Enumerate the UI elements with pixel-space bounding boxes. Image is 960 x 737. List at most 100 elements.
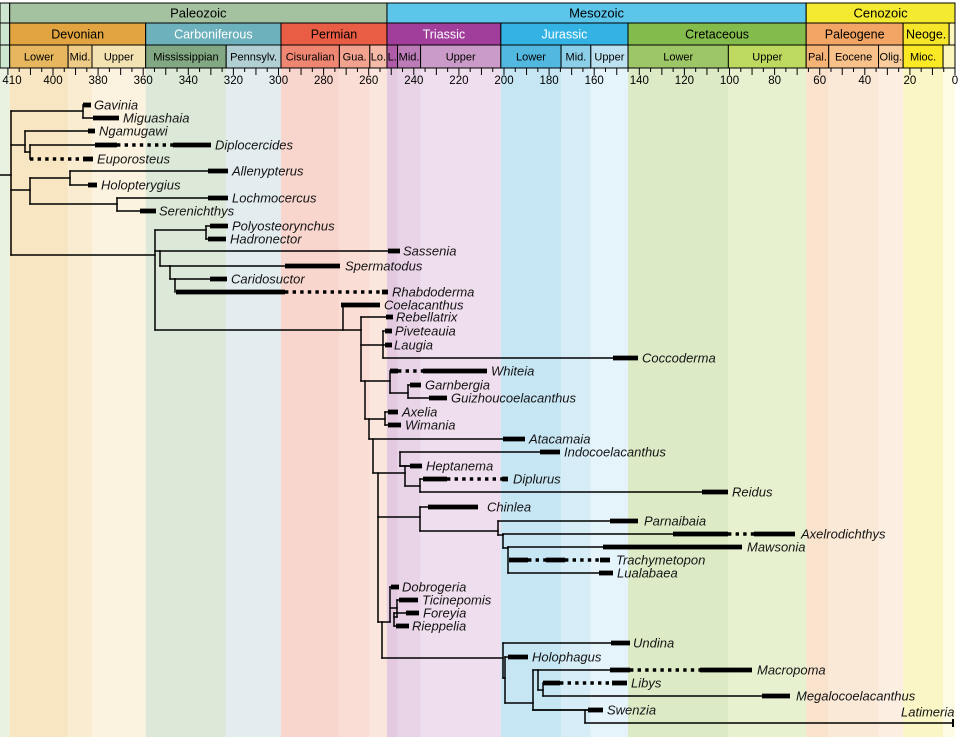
taxon-label-axelia: Axelia — [401, 405, 437, 420]
taxon-label-euporosteus: Euporosteus — [97, 152, 170, 167]
axis-tick-label: 240 — [404, 75, 423, 87]
time-band — [728, 68, 807, 737]
taxon-label-hadronector: Hadronector — [230, 232, 302, 247]
epoch-label: Eocene — [835, 51, 872, 63]
taxon-label-megalocoelacanthus: Megalocoelacanthus — [796, 689, 916, 704]
terminal-branches — [24, 117, 954, 724]
time-band — [397, 68, 421, 737]
taxon-label-reidus: Reidus — [732, 485, 773, 500]
epoch-label: Lo. — [371, 51, 386, 63]
tree-connectors — [0, 104, 589, 724]
axis-tick-label: 380 — [89, 75, 108, 87]
era-label: Cenozoic — [853, 6, 908, 21]
time-band — [0, 68, 10, 737]
period-label: Carboniferous — [174, 28, 253, 42]
time-band — [9, 68, 69, 737]
time-band — [628, 68, 729, 737]
period-label: Devonian — [51, 28, 104, 42]
epoch-cell — [0, 44, 11, 69]
period-label: Permian — [311, 28, 358, 42]
era-label: Paleozoic — [170, 6, 227, 21]
epoch-label: Upper — [446, 51, 476, 63]
taxon-label-coelacanthus: Coelacanthus — [384, 298, 464, 313]
axis-tick-label: 360 — [134, 75, 153, 87]
period-label: Paleogene — [825, 28, 885, 42]
epoch-label: Upper — [104, 51, 134, 63]
taxon-label-caridosuctor: Caridosuctor — [231, 272, 305, 287]
taxon-label-axelrodichthys: Axelrodichthys — [800, 527, 886, 542]
taxon-label-chinlea: Chinlea — [487, 500, 531, 515]
time-band — [280, 68, 340, 737]
header-row-eras: Paleozoic Mesozoic Cenozoic — [0, 2, 956, 24]
time-band — [420, 68, 501, 737]
axis-tick-label: 280 — [314, 75, 333, 87]
axis-tick-label: 20 — [904, 75, 917, 87]
axis-tick-label: 180 — [540, 75, 559, 87]
epoch-label: Mid. — [566, 51, 587, 63]
taxon-label-sassenia: Sassenia — [403, 244, 456, 259]
time-band — [806, 68, 829, 737]
taxon-label-piveteauia: Piveteauia — [395, 324, 456, 339]
axis-tick-label: 260 — [359, 75, 378, 87]
axis-tick-label: 40 — [858, 75, 871, 87]
epoch-label: Lower — [24, 51, 54, 63]
taxon-label-heptanema: Heptanema — [426, 459, 493, 474]
epoch-label: Gua. — [343, 51, 367, 63]
taxon-label-latimeria: Latimeria — [901, 705, 954, 720]
axis-tick-label: 340 — [179, 75, 198, 87]
axis-tick-label: 200 — [494, 75, 513, 87]
time-band — [500, 68, 562, 737]
period-cell — [948, 22, 956, 46]
header-row-periods: Devonian Carboniferous Permian Triassic Jura… — [0, 22, 956, 46]
taxon-label-garnbergia: Garnbergia — [425, 378, 490, 393]
period-cell — [0, 22, 11, 46]
taxon-label-ngamugawi: Ngamugawi — [99, 124, 169, 139]
time-bands — [0, 68, 955, 737]
era-cell — [0, 2, 11, 24]
axis-tick-label: 410 — [2, 75, 21, 87]
taxon-label-trachymetopon: Trachymetopon — [616, 553, 705, 568]
epoch-label: Upper — [594, 51, 624, 63]
taxon-label-guizhoucoelacanthus: Guizhoucoelacanthus — [451, 391, 577, 406]
epoch-cell — [942, 44, 956, 69]
range-bars — [83, 102, 954, 727]
taxon-label-polyosteorynchus: Polyosteorynchus — [232, 219, 335, 234]
taxon-label-holophagus: Holophagus — [532, 650, 602, 665]
taxon-label-mawsonia: Mawsonia — [747, 540, 806, 555]
axis-tick-label: 0 — [952, 75, 958, 87]
axis-tick-label: 400 — [43, 75, 62, 87]
time-band — [145, 68, 227, 737]
period-label: Cretaceous — [685, 28, 749, 42]
taxon-label-rebellatrix: Rebellatrix — [396, 310, 458, 325]
taxon-label-allenypterus: Allenypterus — [231, 164, 304, 179]
taxon-label-coccoderma: Coccoderma — [642, 351, 716, 366]
taxon-label-rieppelia: Rieppelia — [412, 619, 466, 634]
epoch-label: Mississippian — [153, 51, 218, 63]
taxon-label-diplocercides: Diplocercides — [215, 138, 294, 153]
taxon-label-swenzia: Swenzia — [607, 703, 656, 718]
time-axis: 410 400 380 360 340 320 300 280 260 240 220 200 180 1… — [2, 68, 958, 87]
taxon-label-undina: Undina — [633, 636, 674, 651]
epoch-label: L. — [388, 51, 397, 63]
time-band — [226, 68, 281, 737]
period-label: Neoge. — [906, 28, 946, 42]
epoch-label: Cisuralian — [286, 51, 335, 63]
time-band — [68, 68, 93, 737]
taxon-label-laugia: Laugia — [394, 338, 433, 353]
taxon-label-spermatodus: Spermatodus — [345, 259, 423, 274]
header-row-epochs: Lower Mid. Upper Mississippian Pennsylv. Cisu… — [0, 44, 956, 69]
taxon-label-libys: Libys — [631, 676, 662, 691]
taxon-label-whiteia: Whiteia — [491, 364, 534, 379]
axis-tick-label: 80 — [768, 75, 781, 87]
epoch-label: Upper — [752, 51, 782, 63]
time-band — [590, 68, 629, 737]
epoch-label: Lower — [516, 51, 546, 63]
ghost-lineages — [30, 143, 754, 685]
time-band — [369, 68, 387, 737]
taxon-label-dobrogeria: Dobrogeria — [402, 580, 466, 595]
time-band — [386, 68, 398, 737]
epoch-label: Pal. — [808, 51, 827, 63]
axis-tick-label: 320 — [224, 75, 243, 87]
